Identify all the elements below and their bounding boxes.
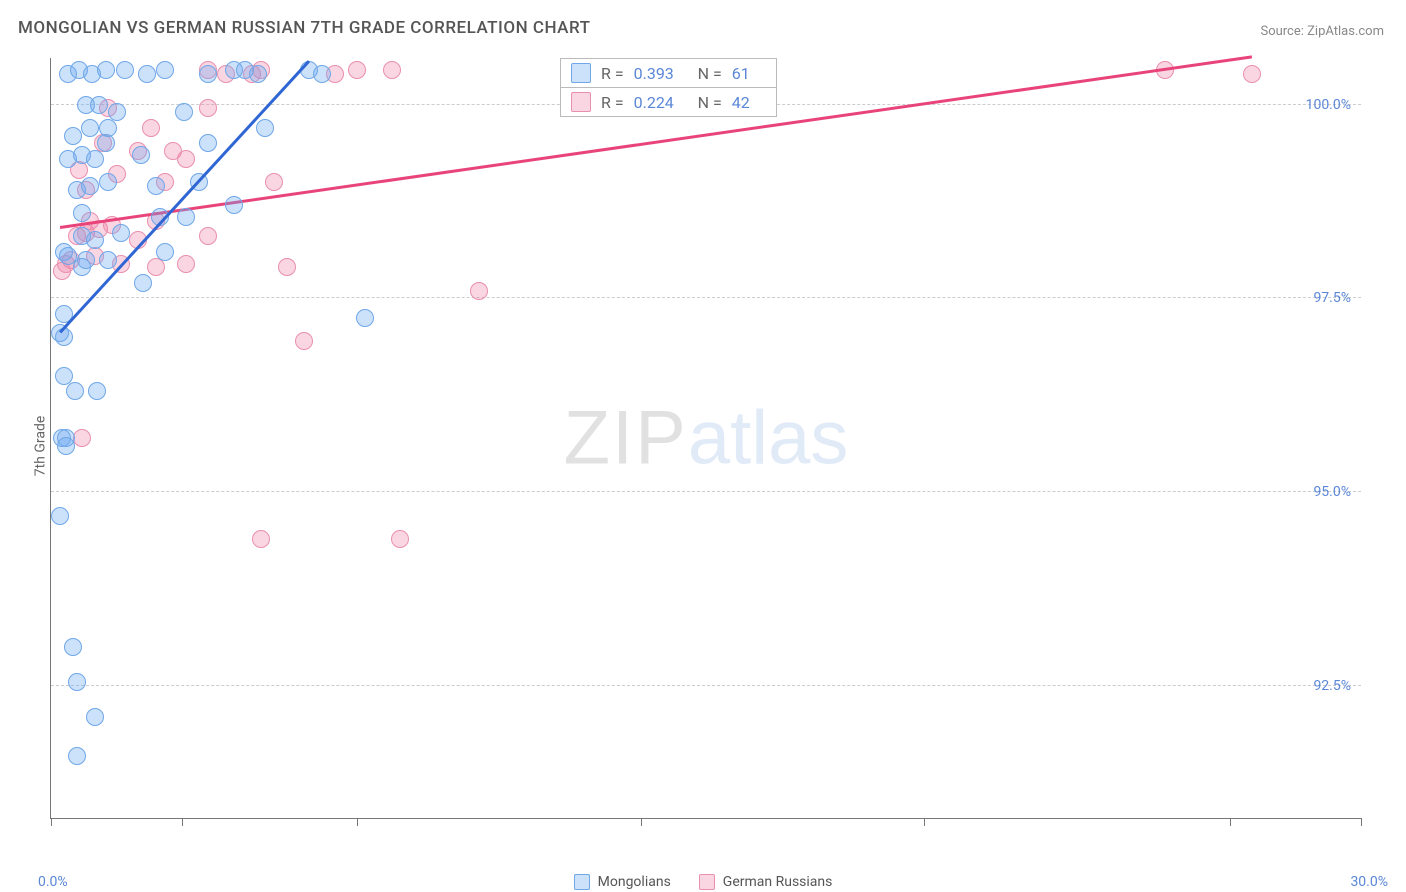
gridline-h bbox=[51, 685, 1361, 686]
scatter-point-german_russians bbox=[278, 258, 296, 276]
scatter-point-mongolians bbox=[313, 65, 331, 83]
scatter-point-mongolians bbox=[199, 65, 217, 83]
legend-n-value-german_russians: 42 bbox=[732, 93, 762, 112]
legend-n-label: N = bbox=[698, 64, 722, 83]
scatter-point-mongolians bbox=[99, 251, 117, 269]
scatter-point-mongolians bbox=[112, 224, 130, 242]
scatter-point-mongolians bbox=[156, 61, 174, 79]
xtick bbox=[1361, 818, 1362, 826]
legend-bottom: Mongolians German Russians bbox=[0, 874, 1406, 890]
legend-r-value-german_russians: 0.224 bbox=[634, 93, 688, 112]
chart-container: MONGOLIAN VS GERMAN RUSSIAN 7TH GRADE CO… bbox=[0, 0, 1406, 892]
scatter-point-mongolians bbox=[147, 177, 165, 195]
scatter-point-mongolians bbox=[73, 204, 91, 222]
source-label: Source: ZipAtlas.com bbox=[1260, 24, 1384, 39]
scatter-point-german_russians bbox=[1243, 65, 1261, 83]
scatter-point-mongolians bbox=[57, 437, 75, 455]
scatter-point-mongolians bbox=[99, 173, 117, 191]
ytick-label: 97.5% bbox=[1313, 290, 1351, 306]
legend-r-label: R = bbox=[601, 93, 624, 112]
scatter-point-mongolians bbox=[77, 251, 95, 269]
scatter-point-mongolians bbox=[86, 231, 104, 249]
ytick-label: 95.0% bbox=[1313, 484, 1351, 500]
legend-item-german-russians: German Russians bbox=[699, 874, 833, 890]
legend-r-label: R = bbox=[601, 64, 624, 83]
ytick-label: 92.5% bbox=[1313, 678, 1351, 694]
scatter-point-mongolians bbox=[249, 65, 267, 83]
y-axis-label: 7th Grade bbox=[32, 416, 48, 477]
scatter-point-mongolians bbox=[86, 150, 104, 168]
scatter-point-mongolians bbox=[99, 119, 117, 137]
legend-swatch-mongolians bbox=[571, 63, 591, 83]
scatter-point-mongolians bbox=[64, 127, 82, 145]
legend-n-label: N = bbox=[698, 93, 722, 112]
scatter-point-german_russians bbox=[147, 258, 165, 276]
scatter-point-mongolians bbox=[134, 274, 152, 292]
scatter-point-mongolians bbox=[138, 65, 156, 83]
gridline-h bbox=[51, 297, 1361, 298]
scatter-point-mongolians bbox=[116, 61, 134, 79]
xtick bbox=[1230, 818, 1231, 826]
gridline-h bbox=[51, 491, 1361, 492]
scatter-point-mongolians bbox=[256, 119, 274, 137]
legend-n-value-mongolians: 61 bbox=[732, 64, 762, 83]
scatter-point-german_russians bbox=[142, 119, 160, 137]
scatter-point-mongolians bbox=[177, 208, 195, 226]
watermark: ZIPatlas bbox=[564, 395, 849, 482]
xtick bbox=[182, 818, 183, 826]
scatter-point-mongolians bbox=[66, 382, 84, 400]
scatter-point-mongolians bbox=[68, 747, 86, 765]
legend-top: R = 0.393 N = 61 R = 0.224 N = 42 bbox=[560, 58, 777, 117]
scatter-point-german_russians bbox=[391, 530, 409, 548]
scatter-point-mongolians bbox=[97, 134, 115, 152]
xtick bbox=[641, 818, 642, 826]
chart-title: MONGOLIAN VS GERMAN RUSSIAN 7TH GRADE CO… bbox=[18, 18, 590, 38]
scatter-point-german_russians bbox=[383, 61, 401, 79]
legend-top-row-mongolians: R = 0.393 N = 61 bbox=[561, 59, 776, 87]
scatter-point-mongolians bbox=[81, 119, 99, 137]
scatter-point-german_russians bbox=[265, 173, 283, 191]
xtick-label-right: 30.0% bbox=[1350, 874, 1388, 890]
scatter-point-german_russians bbox=[199, 99, 217, 117]
watermark-zip: ZIP bbox=[564, 396, 688, 481]
scatter-point-mongolians bbox=[225, 196, 243, 214]
legend-swatch-german_russians bbox=[571, 92, 591, 112]
scatter-point-german_russians bbox=[199, 227, 217, 245]
legend-label-german-russians: German Russians bbox=[723, 874, 833, 890]
scatter-point-german_russians bbox=[177, 255, 195, 273]
scatter-point-german_russians bbox=[470, 282, 488, 300]
scatter-point-german_russians bbox=[348, 61, 366, 79]
scatter-point-mongolians bbox=[86, 708, 104, 726]
scatter-point-mongolians bbox=[356, 309, 374, 327]
scatter-point-mongolians bbox=[175, 103, 193, 121]
scatter-point-mongolians bbox=[64, 638, 82, 656]
plot-area: ZIPatlas 92.5% 95.0% 97.5% 100.0% bbox=[50, 58, 1361, 819]
scatter-point-mongolians bbox=[199, 134, 217, 152]
xtick-label-left: 0.0% bbox=[38, 874, 68, 890]
legend-top-row-german_russians: R = 0.224 N = 42 bbox=[561, 87, 776, 116]
scatter-point-mongolians bbox=[68, 673, 86, 691]
scatter-point-mongolians bbox=[81, 177, 99, 195]
xtick bbox=[51, 818, 52, 826]
legend-item-mongolians: Mongolians bbox=[574, 874, 671, 890]
scatter-point-mongolians bbox=[90, 96, 108, 114]
scatter-point-mongolians bbox=[108, 103, 126, 121]
legend-label-mongolians: Mongolians bbox=[598, 874, 671, 890]
scatter-point-german_russians bbox=[252, 530, 270, 548]
scatter-point-mongolians bbox=[97, 61, 115, 79]
ytick-label: 100.0% bbox=[1306, 97, 1351, 113]
scatter-point-german_russians bbox=[177, 150, 195, 168]
scatter-point-mongolians bbox=[51, 507, 69, 525]
scatter-point-mongolians bbox=[156, 243, 174, 261]
legend-r-value-mongolians: 0.393 bbox=[634, 64, 688, 83]
xtick bbox=[357, 818, 358, 826]
watermark-atlas: atlas bbox=[688, 396, 849, 481]
scatter-point-mongolians bbox=[132, 146, 150, 164]
scatter-point-mongolians bbox=[88, 382, 106, 400]
scatter-point-german_russians bbox=[295, 332, 313, 350]
legend-swatch-german-russians bbox=[699, 874, 715, 890]
legend-swatch-mongolians bbox=[574, 874, 590, 890]
xtick bbox=[924, 818, 925, 826]
